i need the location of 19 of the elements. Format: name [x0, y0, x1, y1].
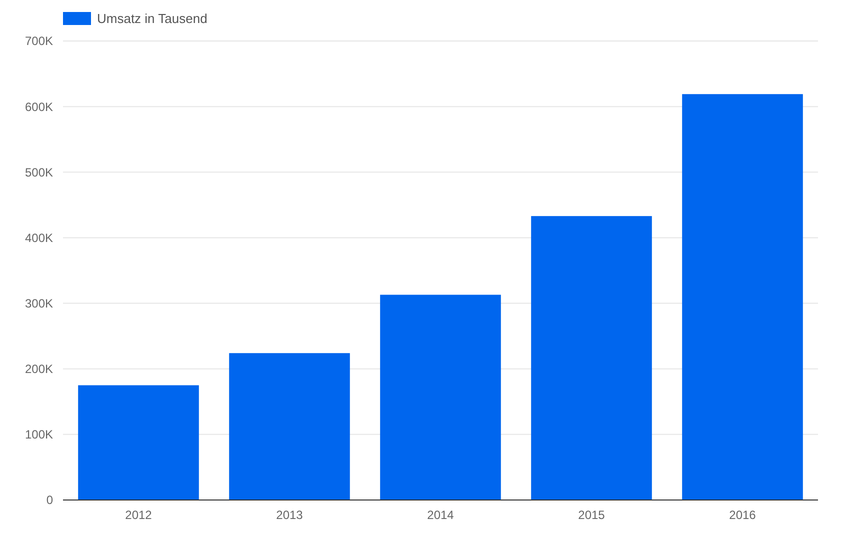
x-tick-label: 2012 [125, 508, 152, 522]
bar [531, 216, 652, 500]
y-tick-label: 100K [24, 428, 53, 442]
y-tick-label: 200K [24, 362, 53, 376]
bar [78, 385, 199, 500]
bar [682, 94, 803, 500]
x-tick-label: 2014 [427, 508, 454, 522]
bar [229, 353, 350, 500]
y-tick-label: 300K [24, 296, 53, 310]
x-tick-label: 2013 [276, 508, 304, 522]
y-tick-label: 700K [24, 34, 53, 48]
bar [380, 294, 501, 500]
y-tick-label: 400K [24, 230, 53, 245]
y-tick-label: 500K [24, 165, 53, 180]
x-tick-label: 2015 [578, 508, 606, 522]
legend-label: Umsatz in Tausend [97, 11, 208, 26]
y-tick-label: 0 [46, 493, 54, 508]
y-tick-label: 600K [24, 100, 53, 114]
x-tick-label: 2016 [729, 508, 756, 522]
